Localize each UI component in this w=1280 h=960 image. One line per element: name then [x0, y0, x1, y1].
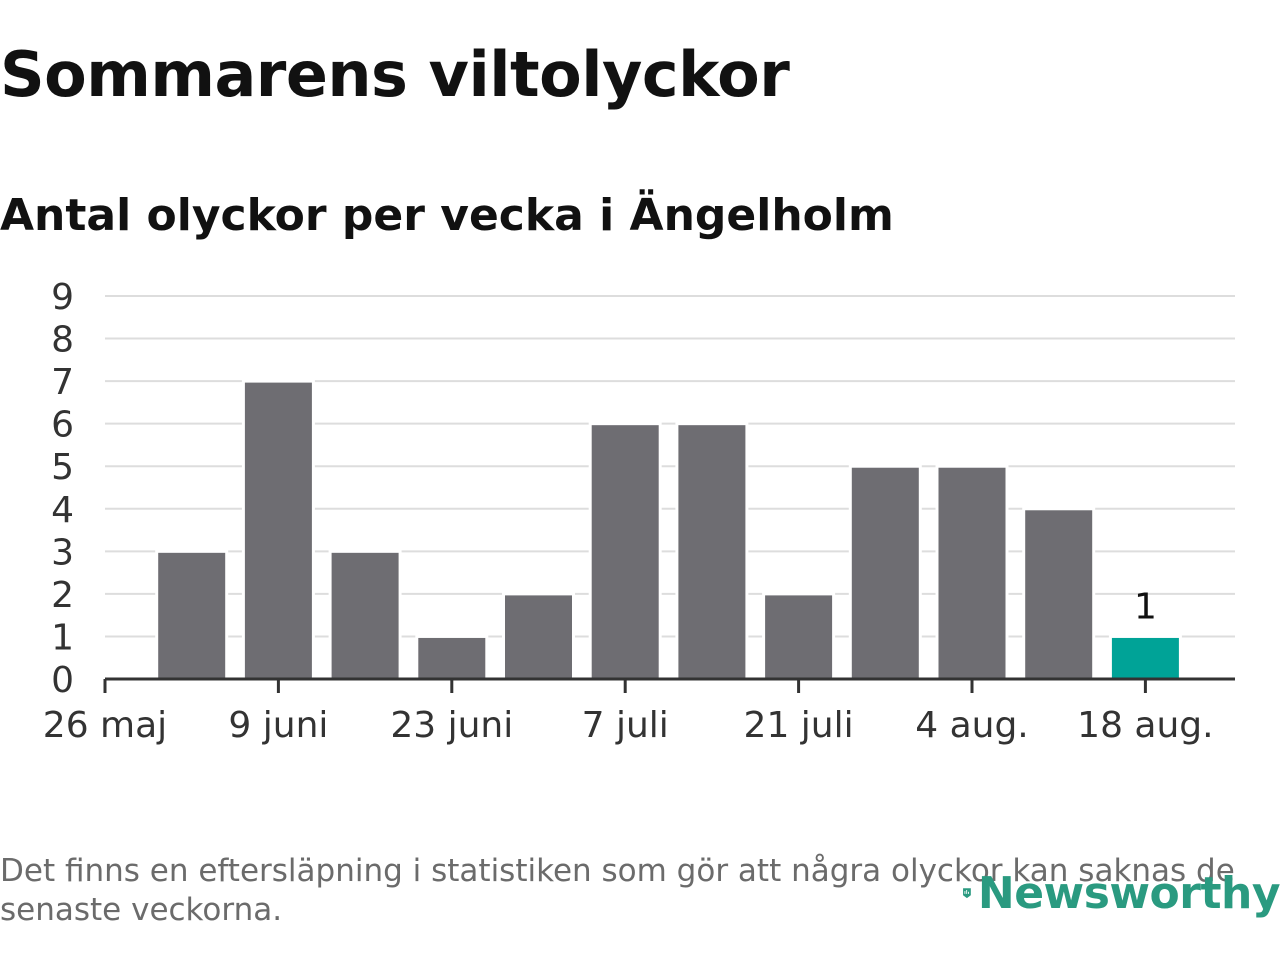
x-tick-label: 26 maj [43, 705, 167, 746]
bar [328, 549, 402, 681]
bar-value-label: 1 [1134, 586, 1157, 627]
y-tick-label: 6 [51, 405, 74, 446]
chart-title: Sommarens viltolyckor [0, 38, 790, 111]
bar [675, 422, 749, 681]
bar-highlighted [1108, 634, 1182, 681]
y-tick-label: 0 [51, 660, 74, 701]
newsworthy-logo: Newsworthy [962, 858, 1280, 928]
bar [848, 464, 922, 681]
x-tick-label: 21 juli [744, 705, 854, 746]
bar [415, 634, 489, 681]
bar [155, 549, 229, 681]
y-tick-label: 2 [51, 575, 74, 616]
bar [1022, 507, 1096, 681]
x-tick-label: 4 aug. [915, 705, 1029, 746]
y-tick-label: 3 [51, 532, 74, 573]
y-tick-label: 8 [51, 320, 74, 361]
y-tick-label: 1 [51, 617, 74, 658]
newsworthy-logo-text: Newsworthy [977, 867, 1280, 919]
x-tick-label: 7 juli [582, 705, 669, 746]
x-tick-label: 18 aug. [1077, 705, 1213, 746]
y-tick-label: 9 [51, 277, 74, 318]
newsworthy-logo-icon [963, 888, 971, 899]
bar [935, 464, 1009, 681]
x-tick-label: 23 juni [390, 705, 513, 746]
x-tick-label: 9 juni [228, 705, 328, 746]
bar [588, 422, 662, 681]
chart-subtitle: Antal olyckor per vecka i Ängelholm [0, 190, 894, 241]
bar [502, 592, 575, 681]
bar [241, 379, 315, 681]
y-tick-label: 7 [51, 362, 74, 403]
y-tick-label: 4 [51, 490, 74, 531]
y-tick-label: 5 [51, 447, 74, 488]
bar [762, 592, 836, 681]
footnote: Det finns en eftersläpning i statistiken… [0, 853, 1235, 928]
